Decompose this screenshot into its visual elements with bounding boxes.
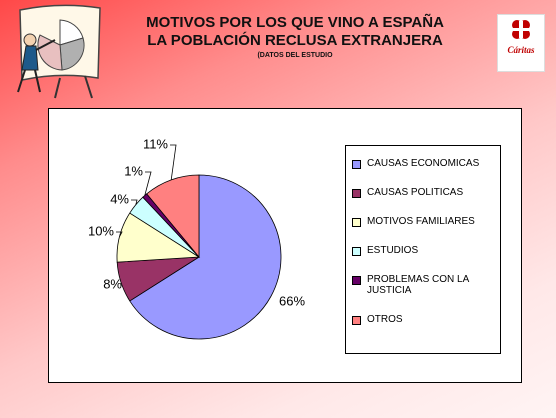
data-label: 10% — [88, 223, 114, 238]
legend-swatch — [352, 316, 361, 325]
legend-swatch — [352, 276, 361, 285]
legend-item: MOTIVOS FAMILIARES — [352, 216, 496, 227]
legend-item: OTROS — [352, 314, 496, 325]
legend-label: PROBLEMAS CON LA JUSTICIA — [367, 274, 496, 296]
legend-swatch — [352, 247, 361, 256]
legend-label: CAUSAS POLITICAS — [367, 187, 463, 198]
legend-item: ESTUDIOS — [352, 245, 496, 256]
data-label: 66% — [279, 293, 305, 308]
leader-line — [170, 145, 176, 180]
data-label: 4% — [110, 191, 129, 206]
legend-label: ESTUDIOS — [367, 245, 418, 256]
legend-swatch — [352, 218, 361, 227]
legend-swatch — [352, 160, 361, 169]
legend-item: PROBLEMAS CON LA JUSTICIA — [352, 274, 496, 296]
legend-label: CAUSAS ECONOMICAS — [367, 158, 479, 169]
legend-swatch — [352, 189, 361, 198]
legend-label: OTROS — [367, 314, 403, 325]
legend-item: CAUSAS POLITICAS — [352, 187, 496, 198]
data-label: 1% — [124, 163, 143, 178]
legend: CAUSAS ECONOMICAS CAUSAS POLITICAS MOTIVOS… — [345, 145, 501, 354]
legend-label: MOTIVOS FAMILIARES — [367, 216, 475, 227]
leader-line — [131, 200, 137, 205]
data-label: 8% — [103, 276, 122, 291]
data-label: 11% — [143, 136, 168, 151]
legend-item: CAUSAS ECONOMICAS — [352, 158, 496, 169]
slide: MOTIVOS POR LOS QUE VINO A ESPAÑA LA POB… — [0, 0, 556, 418]
